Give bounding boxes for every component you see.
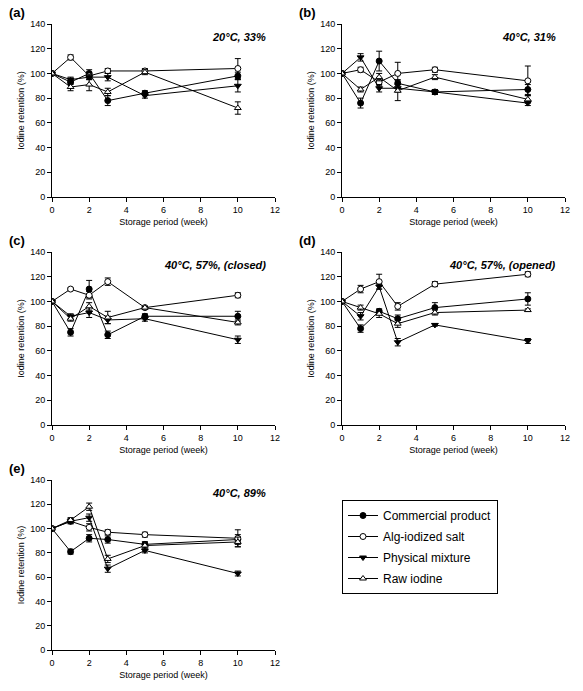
svg-text:20: 20 xyxy=(35,621,45,631)
svg-text:40°C, 89%: 40°C, 89% xyxy=(212,487,266,499)
svg-text:40°C, 31%: 40°C, 31% xyxy=(502,31,556,43)
svg-text:Iodine retention (%): Iodine retention (%) xyxy=(16,71,26,150)
svg-text:60: 60 xyxy=(35,572,45,582)
svg-text:Storage period (week): Storage period (week) xyxy=(119,670,208,680)
svg-text:10: 10 xyxy=(523,433,533,443)
svg-text:6: 6 xyxy=(161,433,166,443)
svg-text:Storage period (week): Storage period (week) xyxy=(119,445,208,455)
svg-text:2: 2 xyxy=(87,433,92,443)
svg-text:0: 0 xyxy=(339,205,344,215)
svg-text:60: 60 xyxy=(35,118,45,128)
svg-text:10: 10 xyxy=(523,205,533,215)
svg-text:2: 2 xyxy=(377,205,382,215)
svg-text:140: 140 xyxy=(320,247,335,257)
svg-text:100: 100 xyxy=(320,297,335,307)
svg-text:40°C, 57%, (opened): 40°C, 57%, (opened) xyxy=(449,259,556,271)
svg-text:0: 0 xyxy=(40,192,45,202)
svg-text:40°C, 57%, (closed): 40°C, 57%, (closed) xyxy=(164,259,266,271)
svg-text:6: 6 xyxy=(451,205,456,215)
svg-text:Storage period (week): Storage period (week) xyxy=(119,217,208,227)
svg-text:140: 140 xyxy=(30,247,45,257)
svg-text:60: 60 xyxy=(35,346,45,356)
svg-text:2: 2 xyxy=(87,205,92,215)
svg-text:4: 4 xyxy=(124,205,129,215)
svg-text:(e): (e) xyxy=(9,461,25,476)
svg-text:8: 8 xyxy=(488,433,493,443)
svg-text:80: 80 xyxy=(35,93,45,103)
svg-text:40: 40 xyxy=(35,371,45,381)
svg-text:20°C, 33%: 20°C, 33% xyxy=(212,31,266,43)
svg-text:4: 4 xyxy=(414,433,419,443)
svg-text:10: 10 xyxy=(233,658,243,668)
svg-text:120: 120 xyxy=(30,499,45,509)
svg-text:8: 8 xyxy=(488,205,493,215)
svg-text:60: 60 xyxy=(325,346,335,356)
svg-text:100: 100 xyxy=(30,524,45,534)
svg-text:40: 40 xyxy=(35,597,45,607)
svg-text:80: 80 xyxy=(35,321,45,331)
svg-text:Storage period (week): Storage period (week) xyxy=(409,217,498,227)
svg-text:6: 6 xyxy=(161,205,166,215)
svg-text:40: 40 xyxy=(325,143,335,153)
svg-text:40: 40 xyxy=(35,143,45,153)
svg-text:120: 120 xyxy=(320,44,335,54)
svg-text:100: 100 xyxy=(30,297,45,307)
svg-text:Iodine retention (%): Iodine retention (%) xyxy=(16,526,26,605)
svg-text:100: 100 xyxy=(320,69,335,79)
svg-text:8: 8 xyxy=(198,205,203,215)
svg-text:Storage period (week): Storage period (week) xyxy=(409,445,498,455)
svg-text:40: 40 xyxy=(325,371,335,381)
svg-text:8: 8 xyxy=(198,433,203,443)
svg-text:140: 140 xyxy=(320,19,335,29)
svg-text:100: 100 xyxy=(30,69,45,79)
svg-text:4: 4 xyxy=(124,433,129,443)
svg-text:8: 8 xyxy=(198,658,203,668)
svg-text:80: 80 xyxy=(35,548,45,558)
svg-text:Commercial product: Commercial product xyxy=(383,509,491,523)
svg-text:(c): (c) xyxy=(9,233,25,248)
svg-text:0: 0 xyxy=(330,420,335,430)
svg-text:12: 12 xyxy=(270,658,280,668)
svg-text:(d): (d) xyxy=(299,233,316,248)
svg-text:2: 2 xyxy=(377,433,382,443)
svg-text:0: 0 xyxy=(49,433,54,443)
svg-text:2: 2 xyxy=(87,658,92,668)
svg-text:12: 12 xyxy=(560,205,570,215)
svg-text:0: 0 xyxy=(40,420,45,430)
svg-text:60: 60 xyxy=(325,118,335,128)
svg-text:0: 0 xyxy=(40,645,45,655)
svg-text:(a): (a) xyxy=(9,5,25,20)
svg-text:10: 10 xyxy=(233,205,243,215)
svg-text:6: 6 xyxy=(161,658,166,668)
svg-text:10: 10 xyxy=(233,433,243,443)
svg-text:0: 0 xyxy=(49,658,54,668)
svg-text:12: 12 xyxy=(560,433,570,443)
svg-text:20: 20 xyxy=(35,395,45,405)
svg-text:4: 4 xyxy=(124,658,129,668)
svg-text:140: 140 xyxy=(30,475,45,485)
svg-text:20: 20 xyxy=(35,167,45,177)
svg-text:Alg-iodized salt: Alg-iodized salt xyxy=(383,530,465,544)
svg-text:120: 120 xyxy=(30,44,45,54)
svg-text:4: 4 xyxy=(414,205,419,215)
svg-text:20: 20 xyxy=(325,395,335,405)
svg-text:0: 0 xyxy=(339,433,344,443)
svg-text:140: 140 xyxy=(30,19,45,29)
svg-text:Iodine retention (%): Iodine retention (%) xyxy=(16,299,26,378)
svg-text:120: 120 xyxy=(320,272,335,282)
svg-text:12: 12 xyxy=(270,433,280,443)
svg-text:120: 120 xyxy=(30,272,45,282)
svg-text:80: 80 xyxy=(325,321,335,331)
svg-text:0: 0 xyxy=(49,205,54,215)
svg-text:Iodine retention (%): Iodine retention (%) xyxy=(306,299,316,378)
svg-text:6: 6 xyxy=(451,433,456,443)
svg-text:Raw iodine: Raw iodine xyxy=(383,572,443,586)
svg-text:12: 12 xyxy=(270,205,280,215)
svg-text:Physical mixture: Physical mixture xyxy=(383,551,471,565)
svg-text:80: 80 xyxy=(325,93,335,103)
svg-text:20: 20 xyxy=(325,167,335,177)
svg-text:(b): (b) xyxy=(299,5,316,20)
svg-text:Iodine retention (%): Iodine retention (%) xyxy=(306,71,316,150)
svg-text:0: 0 xyxy=(330,192,335,202)
